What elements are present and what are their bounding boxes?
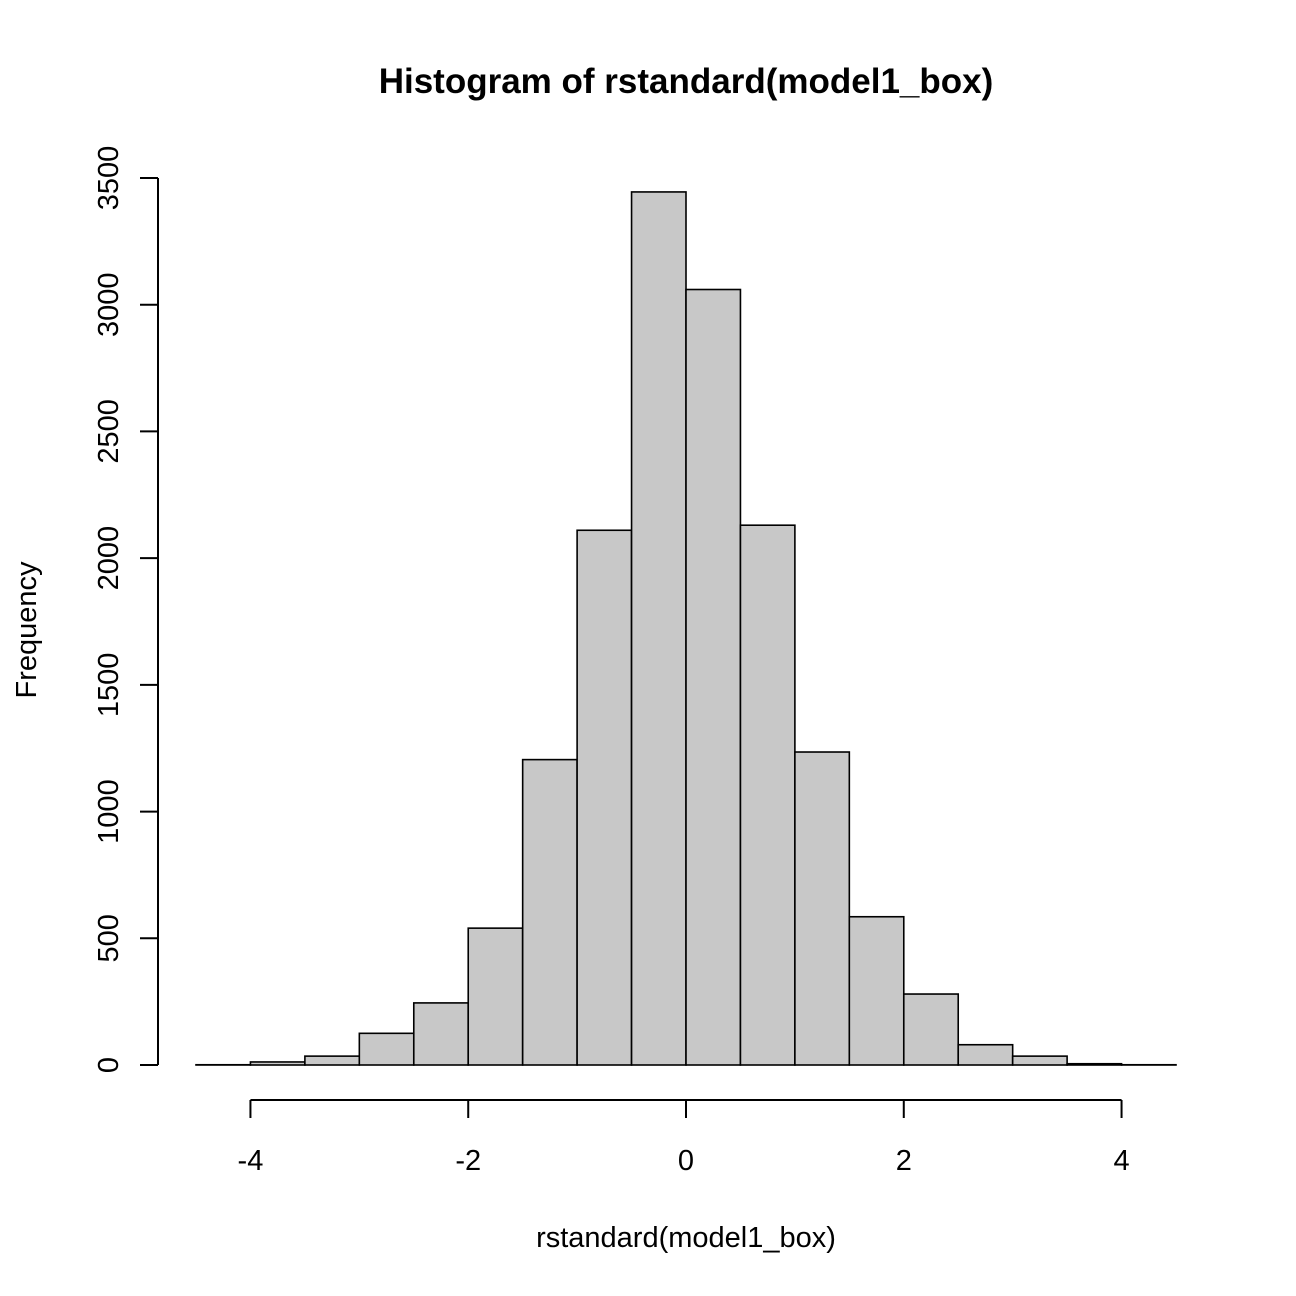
x-tick-label: -2 bbox=[455, 1145, 481, 1177]
histogram-bar bbox=[304, 1055, 361, 1066]
y-tick-label: 2000 bbox=[93, 526, 125, 591]
x-tick-label: 4 bbox=[1113, 1145, 1129, 1177]
histogram-bar bbox=[467, 927, 524, 1066]
y-tick-label: 500 bbox=[93, 914, 125, 962]
histogram-bar bbox=[739, 524, 796, 1066]
y-tick-label: 0 bbox=[93, 1057, 125, 1073]
x-axis-label: rstandard(model1_box) bbox=[536, 1222, 836, 1254]
y-tick-label: 1000 bbox=[93, 779, 125, 844]
x-tick-label: -4 bbox=[238, 1145, 264, 1177]
y-axis: 0 500 1000 1500 2000 2500 3000 3500 bbox=[93, 146, 159, 1073]
x-tick-label: 0 bbox=[678, 1145, 694, 1177]
y-tick-label: 2500 bbox=[93, 399, 125, 464]
y-axis-label: Frequency bbox=[11, 561, 43, 699]
histogram-bar bbox=[576, 529, 633, 1066]
histogram-bar bbox=[1011, 1055, 1068, 1066]
x-axis: -4 -2 0 2 4 bbox=[238, 1099, 1130, 1177]
histogram-bar bbox=[685, 288, 742, 1066]
bars-group bbox=[195, 191, 1177, 1066]
histogram-bar bbox=[848, 915, 905, 1066]
x-tick-label: 2 bbox=[896, 1145, 912, 1177]
y-tick-label: 3500 bbox=[93, 146, 125, 211]
histogram-bar bbox=[957, 1043, 1014, 1066]
histogram-bar bbox=[902, 993, 960, 1066]
chart-title: Histogram of rstandard(model1_box) bbox=[379, 62, 994, 101]
histogram-bar bbox=[630, 191, 687, 1066]
y-tick-label: 3000 bbox=[93, 272, 125, 337]
histogram-bar bbox=[1066, 1062, 1123, 1066]
histogram-bar bbox=[794, 751, 851, 1066]
histogram-bar bbox=[358, 1032, 415, 1066]
histogram-bar bbox=[521, 758, 578, 1066]
histogram-bar bbox=[249, 1061, 306, 1066]
histogram-bar bbox=[412, 1002, 470, 1066]
y-tick-label: 1500 bbox=[93, 653, 125, 718]
